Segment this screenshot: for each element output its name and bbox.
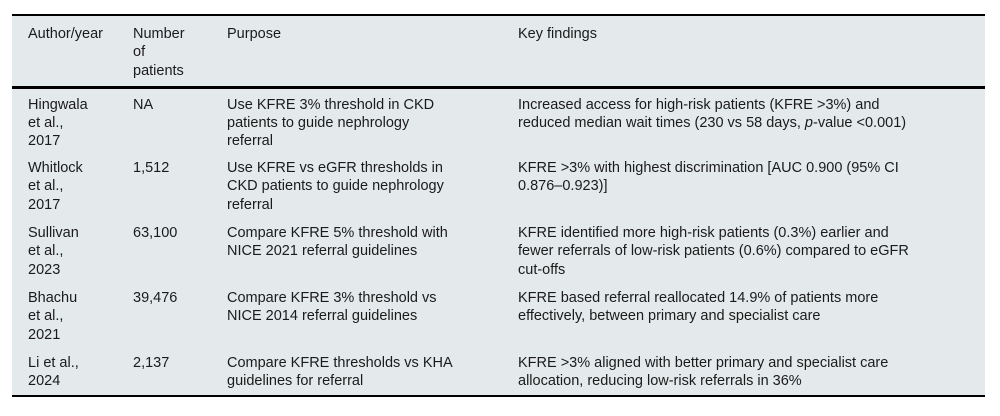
table-row: Hingwala et al., 2017 NA Use KFRE 3% thr… bbox=[12, 87, 985, 152]
table-row: Bhachu et al., 2021 39,476 Compare KFRE … bbox=[12, 282, 985, 347]
purpose-cell: Compare KFRE 5% threshold with NICE 2021… bbox=[227, 225, 448, 260]
patients-cell: 2,137 bbox=[133, 355, 170, 371]
patients-cell: 39,476 bbox=[133, 290, 178, 306]
key-findings-cell: KFRE identified more high-risk patients … bbox=[518, 225, 909, 278]
literature-review-table: Author/year Number of patients Purpose K… bbox=[12, 14, 985, 397]
key-findings-cell: KFRE >3% with highest discrimination [AU… bbox=[518, 160, 899, 195]
column-header-key-findings: Key findings bbox=[518, 15, 985, 89]
author-year-cell: Li et al., 2024 bbox=[28, 355, 79, 390]
column-header-purpose: Purpose bbox=[227, 15, 518, 89]
purpose-cell: Compare KFRE 3% threshold vs NICE 2014 r… bbox=[227, 290, 437, 325]
patients-cell: 63,100 bbox=[133, 225, 178, 241]
table-row: Li et al., 2024 2,137 Compare KFRE thres… bbox=[12, 347, 985, 396]
patients-cell: NA bbox=[133, 96, 154, 113]
header-row: Author/year Number of patients Purpose K… bbox=[12, 15, 985, 89]
column-header-number-of-patients: Number of patients bbox=[133, 15, 227, 89]
key-findings-cell: KFRE >3% aligned with better primary and… bbox=[518, 355, 889, 390]
table-row: Whitlock et al., 2017 1,512 Use KFRE vs … bbox=[12, 152, 985, 217]
key-findings-cell: KFRE based referral reallocated 14.9% of… bbox=[518, 290, 879, 325]
author-year-cell: Whitlock et al., 2017 bbox=[28, 160, 83, 213]
column-header-author-year: Author/year bbox=[12, 15, 133, 89]
purpose-cell: Use KFRE vs eGFR thresholds in CKD patie… bbox=[227, 160, 444, 213]
purpose-cell: Use KFRE 3% threshold in CKD patients to… bbox=[227, 96, 435, 150]
author-year-cell: Bhachu et al., 2021 bbox=[28, 290, 78, 343]
author-year-cell: Sullivan et al., 2023 bbox=[28, 225, 79, 278]
author-year-cell: Hingwala et al., 2017 bbox=[28, 96, 88, 150]
purpose-cell: Compare KFRE thresholds vs KHA guideline… bbox=[227, 355, 453, 390]
key-findings-cell: Increased access for high-risk patients … bbox=[518, 96, 907, 131]
table-row: Sullivan et al., 2023 63,100 Compare KFR… bbox=[12, 217, 985, 282]
patients-cell: 1,512 bbox=[133, 160, 170, 176]
